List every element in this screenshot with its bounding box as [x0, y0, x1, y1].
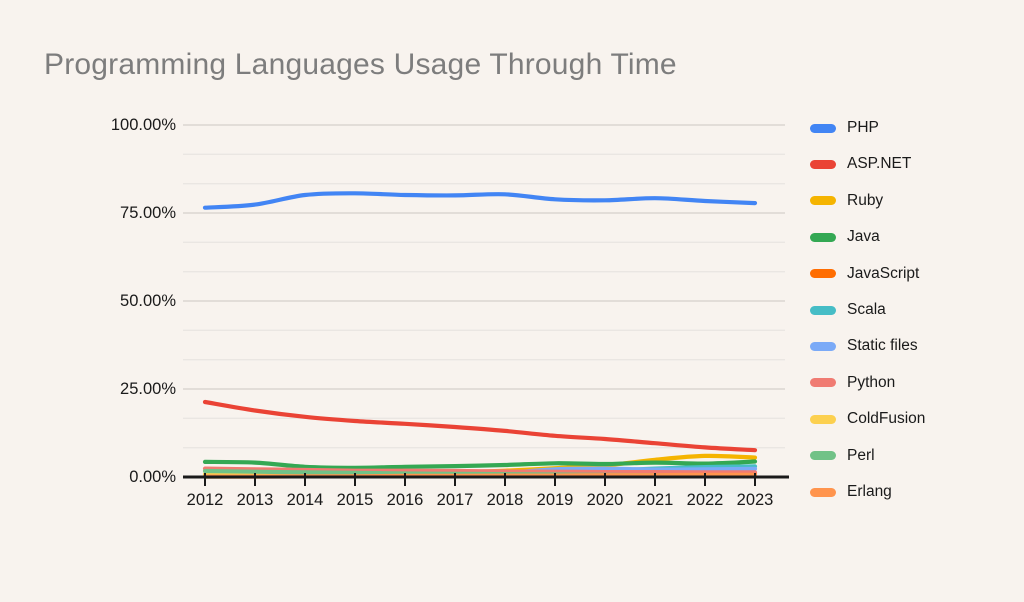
legend-swatch	[810, 269, 836, 279]
x-axis-tick-label: 2013	[236, 491, 274, 509]
legend-label: Erlang	[847, 483, 892, 500]
series-line-asp-net	[202, 399, 758, 453]
legend-item-coldfusion: ColdFusion	[810, 409, 925, 429]
legend-swatch	[810, 451, 836, 461]
legend-swatch	[810, 414, 836, 424]
y-axis-tick-label: 50.00%	[120, 292, 176, 310]
x-axis-tick-label: 2015	[336, 491, 374, 509]
legend-swatch	[810, 159, 836, 169]
legend-swatch	[810, 123, 836, 133]
series-line-python	[202, 466, 758, 475]
legend-swatch	[810, 196, 836, 206]
legend-label: Scala	[847, 301, 886, 318]
legend-swatch	[810, 341, 836, 351]
legend-label: PHP	[847, 119, 879, 136]
chart-title: Programming Languages Usage Through Time	[44, 48, 677, 81]
legend-label: Java	[847, 228, 880, 246]
legend-item-ruby: Ruby	[810, 191, 883, 211]
series-line-php	[202, 191, 758, 210]
legend-item-python: Python	[810, 373, 895, 393]
legend-label: ColdFusion	[847, 410, 926, 428]
y-axis-tick-label: 100.00%	[110, 116, 176, 134]
legend-item-java: Java	[810, 227, 880, 247]
x-axis-tick-label: 2022	[686, 491, 724, 509]
legend-item-scala: Scala	[810, 300, 886, 320]
legend-label: Python	[847, 373, 896, 391]
legend-label: Perl	[847, 446, 875, 464]
legend-swatch	[810, 378, 836, 388]
x-axis-tick-label: 2019	[536, 491, 574, 509]
legend-swatch	[810, 232, 836, 242]
x-axis-tick-label: 2014	[286, 491, 324, 509]
legend-item-static-files: Static files	[810, 336, 918, 356]
legend-item-perl: Perl	[810, 446, 875, 466]
legend-label: Static files	[847, 337, 918, 355]
x-axis-tick-label: 2012	[186, 491, 224, 509]
y-axis-tick-label: 75.00%	[120, 204, 176, 222]
series-line-java	[202, 459, 758, 470]
legend-swatch	[810, 487, 836, 497]
legend-label: ASP.NET	[847, 155, 912, 173]
legend-item-erlang: Erlang	[810, 482, 892, 502]
legend-label: JavaScript	[847, 264, 920, 282]
legend-item-javascript: JavaScript	[810, 264, 919, 284]
x-axis-tick-label: 2017	[436, 491, 474, 509]
legend-label: Ruby	[847, 191, 884, 209]
x-axis-tick-label: 2018	[486, 491, 524, 509]
legend-item-php: PHP	[810, 118, 879, 138]
legend-swatch	[810, 305, 836, 315]
x-axis-tick-label: 2016	[386, 491, 424, 509]
y-axis-tick-label: 25.00%	[120, 380, 176, 398]
legend-item-asp-net: ASP.NET	[810, 154, 911, 174]
y-axis-tick-label: 0.00%	[129, 468, 176, 486]
x-axis-tick-label: 2021	[636, 491, 674, 509]
x-axis-tick-label: 2020	[586, 491, 624, 509]
legend: PHP ASP.NET Ruby Java JavaScript Scala Static …	[810, 0, 1010, 602]
x-axis-tick-label: 2023	[736, 491, 774, 509]
